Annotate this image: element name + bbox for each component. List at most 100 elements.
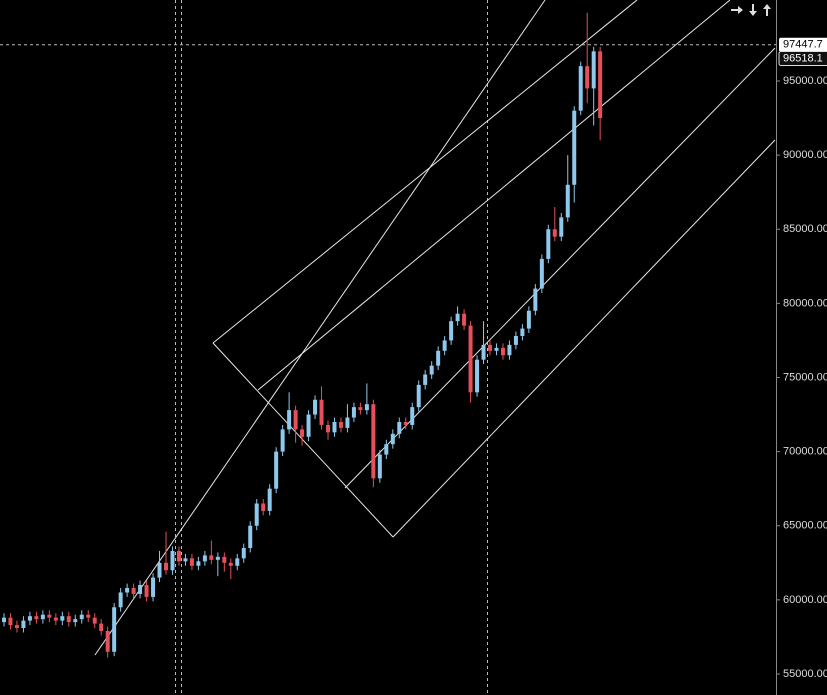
candle-body: [326, 424, 330, 433]
candle-body: [105, 631, 110, 652]
candle-body: [572, 110, 577, 185]
last-price-tag: [778, 50, 827, 66]
candle-body: [202, 555, 207, 562]
candle-body: [351, 407, 356, 418]
candle-body: [429, 365, 434, 375]
candle-body: [494, 347, 499, 351]
candle-body: [261, 503, 266, 511]
y-tick-label: 80000.00: [783, 297, 827, 309]
candle-body: [455, 313, 460, 322]
candle-body: [2, 617, 6, 623]
candle-body: [222, 556, 227, 563]
candle-body: [358, 407, 363, 411]
candle-body: [539, 258, 544, 289]
candle-body: [34, 616, 39, 620]
candle-body: [319, 399, 324, 425]
candle-body: [228, 562, 233, 566]
candle-body: [345, 417, 350, 428]
candle-body: [66, 616, 71, 623]
vertical-markers: [175, 0, 488, 695]
candle-body: [8, 617, 13, 626]
candle-body: [112, 607, 117, 652]
candle-body: [449, 321, 454, 341]
candle-body: [215, 556, 220, 560]
candle-body: [287, 410, 292, 430]
candle-body: [462, 313, 467, 326]
candle-body: [436, 350, 441, 366]
candle-body: [14, 625, 19, 629]
crosshair-tag: [779, 37, 827, 52]
candle-body: [274, 451, 279, 489]
candle-body: [332, 421, 337, 433]
candle-body: [591, 51, 596, 89]
candle-body: [300, 429, 305, 437]
arrow-up[interactable]: [763, 4, 771, 16]
channel-edge: [212, 342, 394, 538]
candle-body: [144, 585, 149, 597]
y-tick-label: 65000.00: [783, 520, 827, 532]
candle-body: [585, 66, 590, 89]
candle-body: [500, 347, 505, 356]
candle-body: [552, 229, 557, 237]
candle-body: [371, 404, 376, 479]
candle-body: [578, 66, 583, 111]
candle-body: [53, 617, 58, 621]
candle-body: [21, 620, 26, 629]
y-tick-label: 90000.00: [783, 149, 827, 161]
candle-body: [40, 614, 45, 620]
candle-body: [416, 384, 421, 408]
candle-body: [507, 344, 512, 356]
candle-body: [73, 619, 78, 623]
candle-body: [248, 525, 253, 548]
candle-body: [513, 335, 518, 345]
channel-line: [344, 47, 776, 489]
last-price: 96518.1: [783, 52, 823, 64]
candle-body: [151, 577, 156, 597]
candle-body: [475, 359, 480, 393]
candle-body: [209, 555, 214, 560]
price-axis: 55000.00 60000.00 65000.00 70000.00 75000.00…: [776, 75, 827, 680]
candle-body: [235, 558, 240, 566]
y-tick-label: 55000.00: [783, 668, 827, 680]
candle-body: [488, 344, 492, 351]
candle-body: [164, 562, 168, 571]
candle-body: [47, 614, 52, 618]
crosshair-price: 97447.7: [783, 39, 823, 51]
candle-body: [131, 588, 136, 594]
arrow-down[interactable]: [749, 4, 757, 16]
candle-body: [559, 217, 564, 237]
arrow-right[interactable]: [731, 6, 743, 14]
candle-body: [533, 288, 538, 311]
candle-body: [410, 407, 415, 425]
candle-body: [170, 550, 175, 571]
y-tick-label: 95000.00: [783, 75, 827, 87]
candle-body: [157, 562, 162, 578]
candle-body: [526, 310, 531, 329]
candle-body: [306, 414, 311, 437]
candle-body: [520, 328, 525, 336]
toolbar-arrows[interactable]: [731, 4, 771, 16]
candle-body: [384, 444, 389, 455]
candle-body: [397, 421, 402, 434]
candle-body: [442, 340, 447, 351]
candle-body: [99, 623, 104, 632]
y-tick-label: 60000.00: [783, 594, 827, 606]
candle-body: [481, 344, 486, 360]
candle-body: [196, 561, 201, 566]
trend-line: [94, 0, 546, 656]
candle-body: [241, 547, 246, 559]
drawing-tools: [94, 0, 776, 656]
candles: [2, 12, 603, 658]
candle-body: [118, 592, 123, 608]
y-tick-label: 85000.00: [783, 223, 827, 235]
candle-body: [546, 229, 551, 259]
candle-body: [138, 585, 143, 594]
candle-body: [183, 558, 188, 562]
candle-body: [176, 550, 181, 562]
candle-body: [293, 410, 298, 430]
candle-body: [79, 614, 84, 620]
candle-body: [189, 558, 194, 566]
candle-body: [280, 429, 285, 452]
